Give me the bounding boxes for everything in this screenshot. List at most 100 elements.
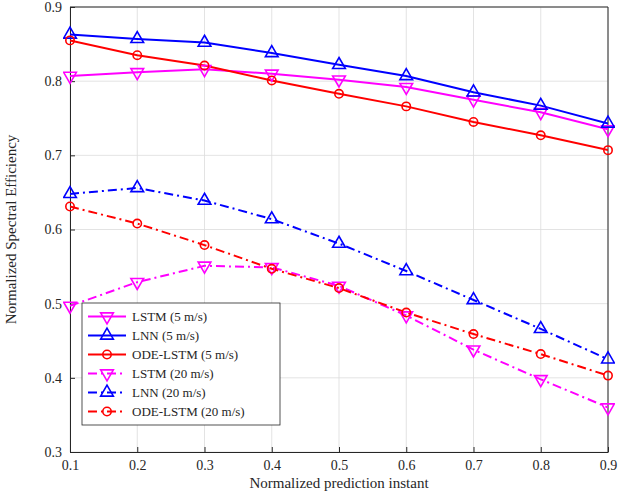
series-marker xyxy=(602,352,615,363)
series-marker xyxy=(66,36,74,44)
grid-line-y xyxy=(70,155,608,156)
series-line xyxy=(70,207,608,376)
tick: 0.2 xyxy=(129,447,147,473)
tick: 0.4 xyxy=(264,447,282,473)
tick-mark xyxy=(137,447,138,452)
legend-line xyxy=(88,392,126,394)
series-marker xyxy=(198,193,211,204)
series-marker xyxy=(537,350,545,358)
tick-label: 0.5 xyxy=(45,297,63,312)
tick: 0.6 xyxy=(45,222,76,237)
y-axis: 0.3 0.4 0.5 0.6 0.7 0.8 0.9 xyxy=(45,0,76,460)
series-marker xyxy=(335,284,343,292)
legend-label: LSTM (5 m/s) xyxy=(132,309,207,324)
legend-label: LNN (5 m/s) xyxy=(132,328,199,343)
legend-marker xyxy=(103,407,111,415)
legend-item: LNN (20 m/s) xyxy=(88,385,206,400)
series-marker xyxy=(198,262,211,273)
tick: 0.4 xyxy=(45,371,76,386)
series-marker xyxy=(64,72,77,83)
tick-label: 0.8 xyxy=(533,458,551,473)
legend-item: LSTM (20 m/s) xyxy=(88,366,214,381)
grid-line-x xyxy=(608,7,609,452)
series-marker xyxy=(198,35,211,46)
series-marker xyxy=(333,282,346,293)
tick: 0.7 xyxy=(45,148,76,163)
series-marker xyxy=(133,51,141,59)
tick-mark xyxy=(70,230,75,231)
series-marker xyxy=(200,241,208,249)
tick-label: 0.6 xyxy=(398,458,416,473)
series-line xyxy=(70,188,608,359)
series-marker xyxy=(467,293,480,304)
tick-mark xyxy=(70,378,75,379)
tick: 0.8 xyxy=(533,447,551,473)
tick: 0.5 xyxy=(331,447,349,473)
series-marker xyxy=(265,46,278,57)
series-marker xyxy=(268,265,276,273)
series-marker xyxy=(333,236,346,247)
legend-marker xyxy=(103,350,111,358)
series-marker xyxy=(534,322,547,333)
plot: 0.1 0.2 0.3 0.4 0.5 0.6 0.7 0.8 0.90.3 0.4 0.5 0.6 0… xyxy=(45,0,618,473)
series-marker xyxy=(265,264,278,275)
series-line xyxy=(70,34,608,123)
series-marker xyxy=(333,76,346,87)
axis-line xyxy=(71,452,609,453)
series-marker xyxy=(131,181,144,192)
tick-label: 0.9 xyxy=(45,0,63,15)
lines xyxy=(70,34,608,407)
series-marker xyxy=(131,32,144,43)
markers xyxy=(64,27,615,415)
series-marker xyxy=(333,58,346,69)
series-marker xyxy=(604,371,612,379)
series-marker xyxy=(64,302,77,313)
tick-mark xyxy=(406,447,407,452)
series-marker xyxy=(66,202,74,210)
tick-label: 0.7 xyxy=(465,458,483,473)
series-marker xyxy=(400,83,413,94)
tick-label: 0.3 xyxy=(45,445,63,460)
legend-line xyxy=(88,335,126,337)
x-axis-title: Normalized prediction instant xyxy=(249,475,429,491)
legend-marker xyxy=(101,313,114,324)
series-marker xyxy=(467,96,480,107)
legend-item: ODE-LSTM (20 m/s) xyxy=(88,404,245,419)
series-marker xyxy=(400,69,413,80)
tick-mark xyxy=(70,155,75,156)
tick-label: 0.2 xyxy=(129,458,147,473)
series-marker xyxy=(335,90,343,98)
tick-label: 0.1 xyxy=(62,458,80,473)
series-line xyxy=(70,40,608,150)
series-marker xyxy=(402,102,410,110)
tick-label: 0.8 xyxy=(45,74,63,89)
series-marker xyxy=(469,118,477,126)
grid-line-y xyxy=(70,7,608,8)
series-marker xyxy=(602,404,615,415)
series-marker xyxy=(64,187,77,198)
legend-marker xyxy=(101,370,114,381)
legend: LSTM (5 m/s) LNN (5 m/s) ODE-LSTM (5 m/s) L… xyxy=(82,303,280,425)
series-marker xyxy=(534,109,547,120)
grid xyxy=(70,7,608,452)
grid-line-y xyxy=(70,229,608,230)
series-marker xyxy=(534,376,547,387)
tick-label: 0.4 xyxy=(264,458,282,473)
series-marker xyxy=(265,212,278,223)
frame xyxy=(608,7,609,452)
legend-label: ODE-LSTM (5 m/s) xyxy=(132,347,238,362)
tick: 0.3 xyxy=(45,445,76,460)
frame xyxy=(70,7,608,8)
tick-mark xyxy=(339,447,340,452)
legend-marker xyxy=(101,385,114,396)
plot-background xyxy=(70,7,608,452)
tick-mark xyxy=(70,452,75,453)
series-marker xyxy=(467,85,480,96)
tick-label: 0.5 xyxy=(331,458,349,473)
legend-item: LNN (5 m/s) xyxy=(88,328,199,343)
tick-mark xyxy=(272,447,273,452)
series-marker xyxy=(131,69,144,80)
legend-line xyxy=(88,411,126,413)
series-marker xyxy=(133,219,141,227)
series-marker xyxy=(537,131,545,139)
